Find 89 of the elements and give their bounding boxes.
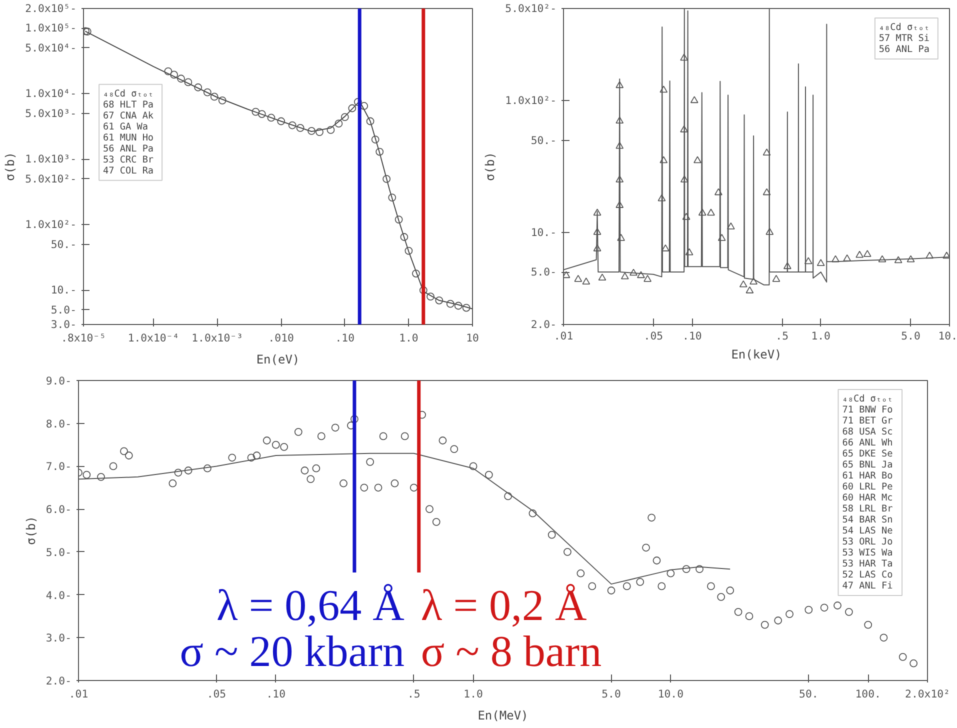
annotation: 71 BET Gr [842, 416, 894, 426]
x-tick-label: .10 [335, 332, 355, 344]
x-tick-label: 50. [799, 688, 818, 700]
annotation: 67 CNA Ak [103, 110, 154, 122]
y-tick-label: 4.0- [46, 588, 72, 602]
x-tick-label: 10 [466, 332, 479, 344]
y-tick-label: 1.0x10⁴- [25, 87, 77, 100]
y-axis-title: σ(b) [483, 152, 498, 181]
y-tick-label: 7.0- [46, 460, 72, 474]
annotation: σ ~ 20 kbarn [180, 627, 404, 676]
y-tick-label: 50.- [50, 238, 77, 251]
x-axis-title: En(MeV) [478, 708, 528, 722]
y-tick-label: 50.- [530, 134, 557, 147]
legend-title: ₄₈Cd σₜₒₜ [103, 88, 154, 100]
annotation: 60 LRL Pe [842, 482, 894, 492]
annotation: 71 BNW Fo [842, 404, 893, 416]
x-tick-label: 5.0 [901, 330, 920, 342]
y-tick-label: 5.0x10⁴- [25, 41, 77, 54]
x-tick-label: .10 [266, 688, 286, 700]
y-tick-label: 5.0x10²- [505, 2, 557, 15]
legend-title: ₄₈Cd σₜₒₜ [842, 394, 893, 404]
annotation: 60 HAR Mc [842, 492, 893, 504]
y-axis-title: σ(b) [3, 152, 18, 181]
annotation: 68 USA Sc [842, 426, 893, 438]
x-tick-label: .01 [554, 330, 574, 342]
x-tick-label: .5 [407, 688, 420, 700]
y-tick-label: 1.0x10²- [505, 94, 557, 108]
x-tick-label: .05 [644, 330, 664, 342]
y-tick-label: 9.0- [46, 374, 72, 388]
annotation: 53 WIS Wa [842, 548, 893, 558]
annotation: 65 BNL Ja [842, 460, 893, 470]
legend-title: ₄₈Cd σₜₒₜ [878, 22, 930, 33]
x-tick-label: 10. [938, 330, 957, 342]
x-tick-label: 1.0 [464, 688, 483, 700]
annotation: 56 ANL Pa [878, 44, 930, 55]
annotation: 61 GA Wa [103, 121, 148, 132]
x-axis-title: En(keV) [731, 348, 782, 362]
annotation: 56 ANL Pa [103, 143, 154, 154]
x-tick-label: 1.0 [811, 330, 830, 342]
x-tick-label: .10 [682, 330, 702, 342]
annotation: 53 ORL Jo [842, 536, 893, 548]
x-tick-label: .01 [68, 688, 88, 700]
annotation: 54 LAS Ne [842, 526, 894, 536]
x-tick-label: 1.0x10⁻³ [192, 332, 243, 344]
annotation: λ = 0,64 Å [216, 581, 405, 630]
y-tick-label: 2.0- [46, 674, 72, 688]
x-tick-label: .5 [776, 330, 789, 342]
annotation: 58 LRL Br [842, 504, 894, 514]
y-tick-label: 10.- [530, 226, 557, 239]
annotation: 68 HLT Pa [103, 99, 154, 110]
annotation: 61 MUN Ho [103, 132, 154, 144]
y-tick-label: 1.0x10²- [25, 218, 77, 232]
x-tick-label: .8x10⁻⁵ [61, 332, 106, 344]
annotation: λ = 0,2 Å [420, 581, 588, 630]
x-tick-label: 2.0x10² [905, 688, 950, 700]
y-axis-title: σ(b) [24, 516, 38, 545]
y-tick-label: 3.0- [46, 632, 72, 645]
y-tick-label: 3.0- [50, 318, 77, 331]
y-tick-label: 5.0- [530, 266, 557, 279]
annotation: 52 LAS Co [842, 570, 893, 580]
y-tick-label: 10.- [50, 284, 77, 297]
annotation: 53 CRC Br [103, 154, 154, 166]
annotation: 61 HAR Bo [842, 470, 893, 482]
annotation: 66 ANL Wh [842, 438, 893, 448]
y-tick-label: 6.0- [46, 503, 72, 516]
x-tick-label: 5.0 [602, 688, 621, 700]
x-tick-label: .010 [268, 332, 294, 344]
y-tick-label: 5.0- [46, 546, 72, 559]
y-tick-label: 5.0x10²- [25, 172, 77, 186]
annotation: 47 ANL Fi [842, 580, 893, 592]
x-tick-label: 1.0x10⁻⁴ [128, 332, 180, 344]
x-tick-label: .05 [206, 688, 226, 700]
y-tick-label: 2.0x10⁵- [25, 2, 77, 15]
annotation: 54 BAR Sn [842, 514, 893, 526]
x-tick-label: 10.0 [658, 688, 684, 700]
y-tick-label: 1.0x10³- [25, 152, 77, 166]
y-tick-label: 5.0x10³- [25, 106, 77, 120]
annotation: σ ~ 8 barn [420, 627, 602, 676]
y-tick-label: 8.0- [46, 417, 72, 430]
annotation: 65 DKE Se [842, 448, 894, 460]
annotation: 53 HAR Ta [842, 558, 893, 570]
annotation: 57 MTR Si [878, 32, 930, 44]
x-tick-label: 100. [855, 688, 881, 700]
y-tick-label: 1.0x10⁵- [25, 22, 77, 35]
x-axis-title: En(eV) [256, 352, 300, 366]
annotation: 47 COL Ra [103, 165, 154, 176]
y-tick-label: 2.0- [530, 318, 557, 331]
y-tick-label: 5.0- [50, 303, 77, 316]
x-tick-label: 1.0 [399, 332, 418, 344]
